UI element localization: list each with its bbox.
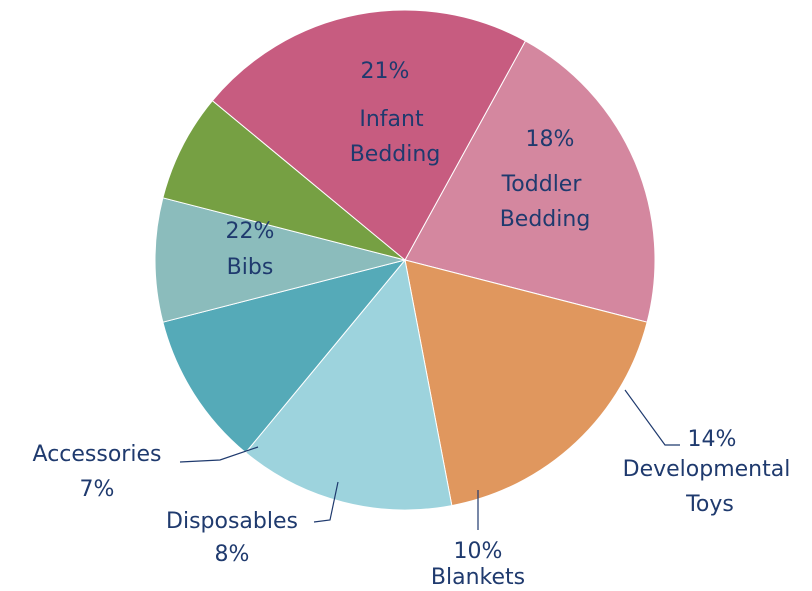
value-label: 14% [688, 427, 737, 452]
label-line: Toys [685, 492, 734, 517]
category-label: Accessories [33, 442, 162, 467]
pie-slice [244, 258, 453, 511]
label-line: Infant [359, 107, 430, 132]
category-label: Blankets [431, 565, 525, 590]
value-label: 10% [454, 539, 503, 564]
label-line: Toddler [501, 172, 589, 197]
category-label: Bibs [227, 255, 274, 280]
label-line: Bedding [350, 142, 441, 167]
label-line: Bedding [500, 207, 591, 232]
value-label: 7% [80, 477, 115, 502]
value-label: 21% [361, 59, 410, 84]
leader-line [179, 446, 259, 463]
pie-slice [211, 9, 527, 261]
pie-slice [162, 99, 406, 261]
leader-line [624, 389, 680, 446]
value-label: 22% [226, 219, 275, 244]
pie-slice [154, 197, 406, 323]
pie-slice [404, 40, 656, 323]
pie-slice [162, 259, 407, 454]
leader-line [313, 481, 339, 523]
category-label: Developmental Toys [623, 457, 798, 517]
category-label: Toddler Bedding [500, 172, 591, 232]
category-label: Disposables [166, 509, 298, 534]
value-label: 18% [526, 127, 575, 152]
value-label: 8% [215, 542, 250, 567]
pie-slice [404, 259, 648, 507]
label-line: Developmental [623, 457, 798, 482]
category-label: Infant Bedding [350, 107, 441, 167]
